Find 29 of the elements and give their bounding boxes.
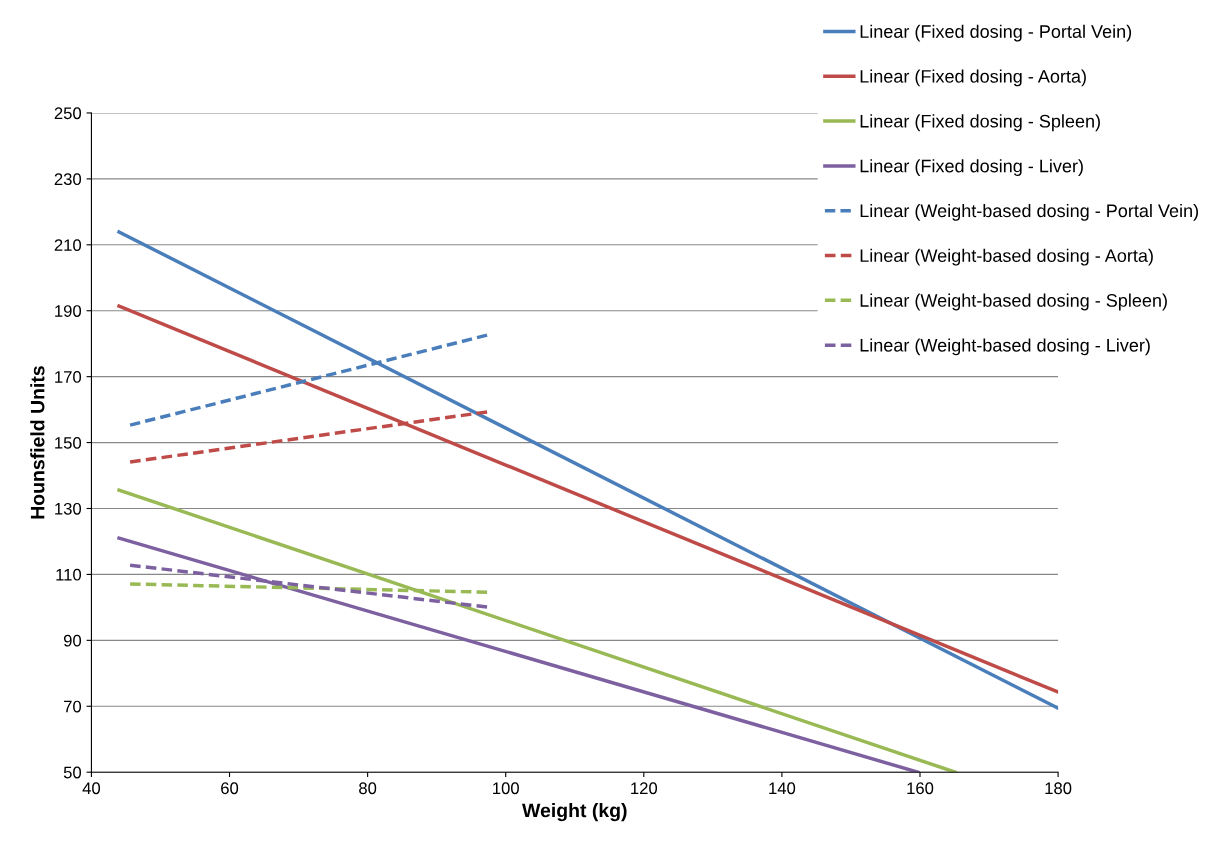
y-tick-label: 230 (54, 173, 82, 186)
legend-label: Linear (Weight-based dosing - Spleen) (860, 293, 1167, 311)
legend-label: Linear (Weight-based dosing - Aorta) (860, 248, 1153, 266)
y-tick-label: 50 (63, 766, 82, 779)
legend-label: Linear (Fixed dosing - Aorta) (860, 69, 1086, 87)
x-tick-label: 60 (221, 782, 239, 795)
legend-label: Linear (Fixed dosing - Spleen) (860, 114, 1100, 132)
y-tick-label: 250 (54, 107, 82, 120)
x-tick-label: 100 (493, 782, 519, 795)
y-tick-label: 150 (55, 436, 82, 449)
legend-label: Linear (Fixed dosing - Liver) (860, 159, 1083, 176)
x-tick-label: 80 (359, 782, 377, 795)
x-tick-label: 40 (82, 782, 101, 795)
y-tick-label: 170 (55, 371, 82, 383)
y-axis-title: Hounsfield Units (30, 366, 45, 519)
y-tick-label: 90 (63, 634, 82, 647)
legend-label: Linear (Weight-based dosing - Liver) (860, 338, 1150, 356)
legend-label: Linear (Weight-based dosing - Portal Vein) (860, 203, 1198, 221)
legend-label: Linear (Fixed dosing - Portal Vein) (860, 24, 1132, 42)
y-tick-label: 130 (55, 502, 82, 515)
y-tick-label: 70 (64, 700, 82, 713)
y-tick-label: 110 (56, 568, 82, 581)
x-tick-label: 120 (631, 782, 658, 795)
x-axis-title: Weight (kg) (522, 803, 627, 822)
x-tick-label: 160 (907, 782, 934, 795)
x-tick-label: 140 (769, 782, 796, 795)
y-tick-label: 210 (54, 239, 82, 252)
x-tick-label: 180 (1045, 782, 1072, 795)
y-tick-label: 190 (55, 305, 82, 317)
